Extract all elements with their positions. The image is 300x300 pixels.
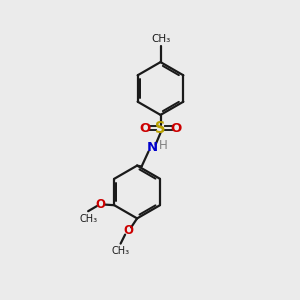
Text: O: O — [170, 122, 182, 135]
Text: S: S — [155, 121, 166, 136]
Text: CH₃: CH₃ — [151, 34, 170, 44]
Text: CH₃: CH₃ — [79, 214, 97, 224]
Text: N: N — [146, 141, 158, 154]
Text: O: O — [123, 224, 133, 238]
Text: O: O — [96, 198, 106, 211]
Text: H: H — [159, 139, 168, 152]
Text: CH₃: CH₃ — [112, 246, 130, 256]
Text: O: O — [139, 122, 151, 135]
